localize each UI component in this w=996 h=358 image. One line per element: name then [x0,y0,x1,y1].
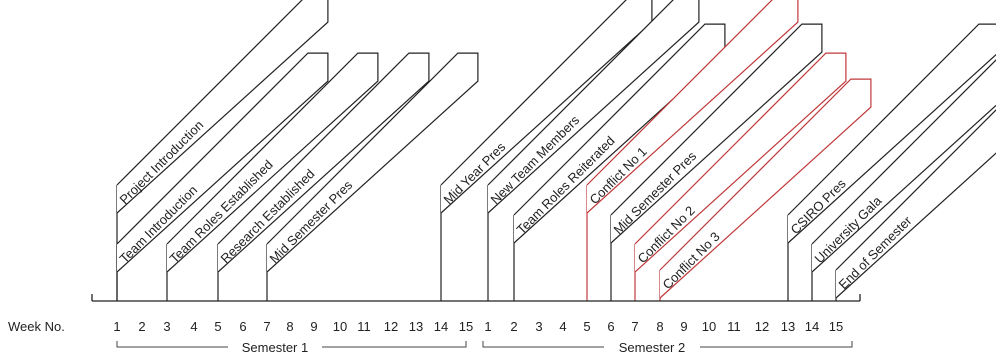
tick-label: 3 [535,319,542,334]
tick-label: 13 [409,319,423,334]
tick-label: 2 [138,319,145,334]
semester-2-bracket-left [482,341,604,348]
tick-label: 12 [755,319,769,334]
tick-label: 7 [631,319,638,334]
semester-1-label: Semester 1 [242,340,308,355]
event-box [440,0,653,214]
semester-2-bracket-right [700,341,853,348]
tick-label: 9 [310,319,317,334]
tick-label: 6 [607,319,614,334]
event-box [116,52,329,273]
event-box [634,52,847,273]
axis-label: Week No. [8,319,65,334]
tick-label: 8 [286,319,293,334]
semester-1-bracket-right [322,341,467,348]
tick-label: 4 [559,319,566,334]
week-tick-labels: 1 2 3 4 5 6 7 8 9 10 11 12 13 14 15 1 2 3 4 5 6 7 8 9 10 11 12 13 14… [113,319,843,334]
event-box [610,23,823,244]
tick-label: 11 [727,319,741,334]
tick-label: 10 [702,319,716,334]
tick-label: 6 [239,319,246,334]
tick-label: 8 [656,319,663,334]
event-box [116,0,329,214]
tick-label: 3 [163,319,170,334]
event-box [835,109,996,299]
event-box [217,52,430,273]
event-box [811,59,996,273]
tick-label: 13 [781,319,795,334]
tick-label: 15 [829,319,843,334]
tick-label: 15 [459,319,473,334]
event-box [586,0,799,214]
tick-label: 12 [384,319,398,334]
tick-label: 11 [357,319,371,334]
tick-label: 4 [190,319,197,334]
event-box [659,78,872,299]
tick-label: 7 [263,319,270,334]
tick-label: 10 [333,319,347,334]
event-box [487,0,700,214]
event-box [787,23,996,244]
semester-2-label: Semester 2 [619,340,685,355]
tick-label: 1 [113,319,120,334]
tick-label: 1 [484,319,491,334]
tick-label: 14 [805,319,819,334]
semester-1-bracket-left [116,341,228,348]
semester-1-bracket [116,341,467,348]
event-box [513,23,726,244]
event-box [266,52,479,273]
tick-label: 2 [510,319,517,334]
event-box [166,52,379,273]
tick-label: 9 [680,319,687,334]
tick-label: 5 [214,319,221,334]
tick-label: 14 [434,319,448,334]
tick-label: 5 [583,319,590,334]
semester-2-bracket [482,341,853,348]
